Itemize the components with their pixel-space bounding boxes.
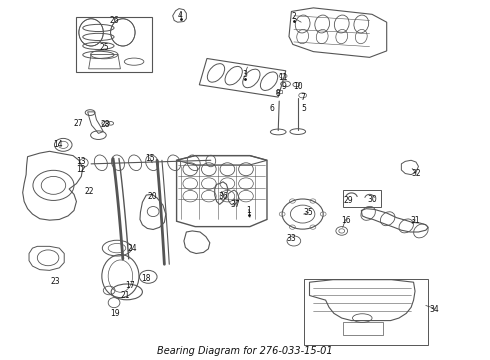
Text: 37: 37 xyxy=(230,200,240,209)
Bar xyxy=(276,90,282,93)
Text: 24: 24 xyxy=(128,244,137,253)
Text: 15: 15 xyxy=(145,154,154,163)
Text: 19: 19 xyxy=(110,309,120,318)
Bar xyxy=(343,190,381,207)
Text: 2: 2 xyxy=(292,12,296,21)
Text: 30: 30 xyxy=(367,195,377,204)
Bar xyxy=(343,322,383,335)
Text: 22: 22 xyxy=(85,187,95,196)
Text: 5: 5 xyxy=(301,104,306,113)
Text: 20: 20 xyxy=(147,192,157,201)
Text: 33: 33 xyxy=(287,234,296,243)
Text: 8: 8 xyxy=(275,89,280,98)
Bar xyxy=(76,17,152,72)
Text: 3: 3 xyxy=(243,70,247,79)
Text: 26: 26 xyxy=(109,16,119,25)
Text: 27: 27 xyxy=(73,119,83,128)
Text: 36: 36 xyxy=(219,192,228,201)
Text: 16: 16 xyxy=(341,216,350,225)
Text: 4: 4 xyxy=(178,10,183,19)
Text: 18: 18 xyxy=(142,274,151,283)
Text: 12: 12 xyxy=(76,165,86,174)
Text: 28: 28 xyxy=(100,120,110,129)
Text: 21: 21 xyxy=(121,291,130,300)
Text: 1: 1 xyxy=(246,206,251,215)
Text: Bearing Diagram for 276-033-15-01: Bearing Diagram for 276-033-15-01 xyxy=(157,346,333,356)
Text: 25: 25 xyxy=(99,43,109,52)
Bar xyxy=(199,58,286,97)
Text: 13: 13 xyxy=(76,157,86,166)
Text: 32: 32 xyxy=(411,169,421,178)
Text: 14: 14 xyxy=(53,140,63,149)
Text: 9: 9 xyxy=(282,82,287,91)
Text: 23: 23 xyxy=(50,276,60,285)
Text: 17: 17 xyxy=(125,281,135,290)
Text: 10: 10 xyxy=(293,82,303,91)
Text: 31: 31 xyxy=(410,216,420,225)
Text: 35: 35 xyxy=(304,208,314,217)
Text: 34: 34 xyxy=(430,305,440,314)
Text: 11: 11 xyxy=(278,73,288,82)
Text: 6: 6 xyxy=(270,104,274,113)
Text: 29: 29 xyxy=(344,196,353,205)
Text: 7: 7 xyxy=(300,93,305,102)
Bar xyxy=(304,279,428,345)
